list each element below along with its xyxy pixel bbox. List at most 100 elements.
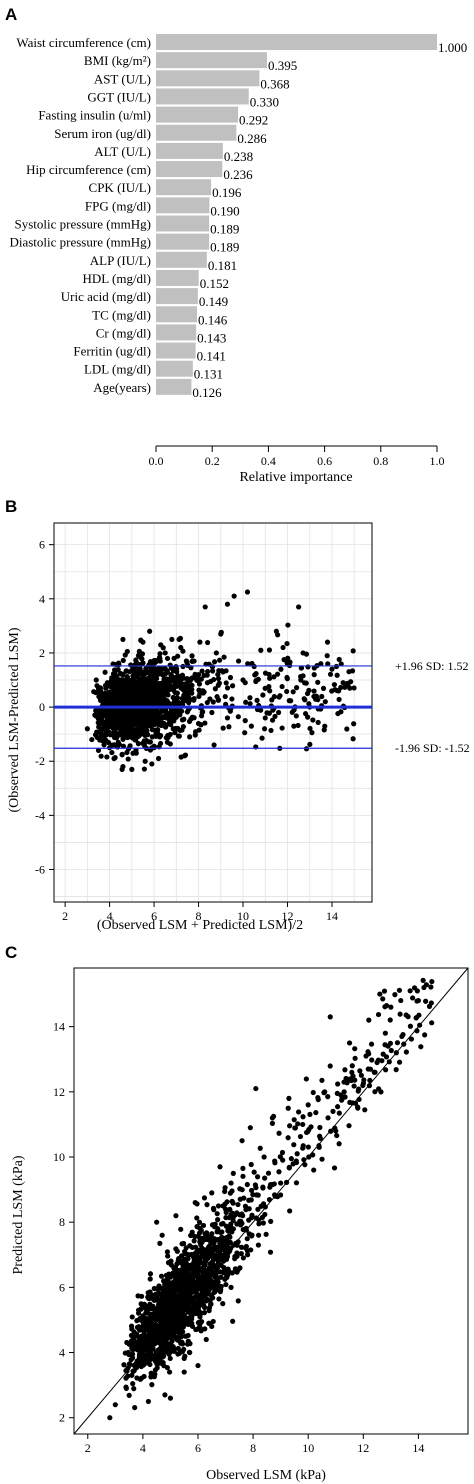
importance-category-label: Diastolic pressure (mmHg) xyxy=(9,235,151,250)
bland-altman-point xyxy=(210,699,216,705)
bland-altman-point xyxy=(120,764,126,770)
bland-altman-point xyxy=(135,653,142,659)
bland-altman-point xyxy=(184,680,191,686)
observed-vs-predicted-point xyxy=(178,1334,185,1340)
bland-altman-point xyxy=(169,636,175,643)
predicted-y-tick-label: 10 xyxy=(53,1150,65,1164)
observed-vs-predicted-point xyxy=(244,1181,250,1188)
observed-vs-predicted-point xyxy=(220,1301,226,1307)
bland-altman-point xyxy=(152,697,158,703)
observed-vs-predicted-point xyxy=(405,1014,411,1020)
observed-vs-predicted-point xyxy=(248,1187,255,1194)
bland-altman-point xyxy=(211,659,218,665)
identity-line xyxy=(73,967,469,1435)
bland-altman-x-tick-label: 12 xyxy=(281,909,293,923)
importance-bar xyxy=(156,342,196,359)
observed-vs-predicted-point xyxy=(171,1289,178,1296)
observed-vs-predicted-point xyxy=(185,1332,191,1339)
observed-vs-predicted-point xyxy=(163,1272,170,1278)
observed-vs-predicted-point xyxy=(167,1280,173,1286)
observed-vs-predicted-point xyxy=(168,1262,174,1268)
bland-altman-point xyxy=(139,726,145,732)
observed-x-tick-label: 14 xyxy=(412,1441,424,1455)
observed-vs-predicted-point xyxy=(140,1362,147,1368)
bland-altman-point xyxy=(118,726,124,732)
bland-altman-point xyxy=(89,736,95,743)
predicted-y-tick-label: 4 xyxy=(59,1346,65,1360)
bland-altman-point xyxy=(144,723,150,729)
observed-vs-predicted-point xyxy=(385,1043,391,1049)
bland-altman-point xyxy=(242,718,248,724)
observed-vs-predicted-point xyxy=(333,1128,339,1134)
importance-value-label: 0.149 xyxy=(199,294,228,309)
observed-vs-predicted-point xyxy=(173,1246,179,1252)
importance-bars: Waist circumference (cm) 1.000 BMI (kg/m²)… xyxy=(9,34,467,400)
bland-altman-point xyxy=(336,696,342,703)
importance-bar xyxy=(156,269,199,286)
bland-altman-point xyxy=(273,628,279,634)
observed-vs-predicted-point xyxy=(228,1180,234,1186)
observed-vs-predicted-point xyxy=(349,1063,355,1069)
observed-vs-predicted-point xyxy=(175,1268,181,1274)
bland-altman-point xyxy=(207,696,213,702)
observed-vs-predicted-point xyxy=(180,1324,187,1330)
observed-vs-predicted-point xyxy=(423,998,429,1004)
observed-vs-predicted-point xyxy=(330,1108,336,1114)
importance-category-label: Ferritin (ug/dl) xyxy=(73,344,151,359)
observed-vs-predicted-point xyxy=(246,1217,252,1223)
observed-vs-predicted-point xyxy=(181,1299,187,1305)
observed-vs-predicted-point xyxy=(300,1121,306,1128)
observed-vs-predicted-point xyxy=(131,1386,137,1392)
bland-altman-point xyxy=(300,673,306,679)
bland-altman-point xyxy=(221,654,227,660)
observed-vs-predicted-point xyxy=(200,1247,206,1253)
importance-value-label: 0.131 xyxy=(194,367,223,382)
observed-vs-predicted-point xyxy=(392,992,398,998)
observed-vs-predicted-point xyxy=(149,1382,155,1388)
bland-altman-point xyxy=(276,694,282,700)
importance-value-label: 0.189 xyxy=(210,240,239,255)
observed-vs-predicted-point xyxy=(286,1164,292,1170)
importance-category-label: Waist circumference (cm) xyxy=(16,35,151,50)
bland-altman-point xyxy=(284,688,290,695)
bland-altman-y-tick-label: 4 xyxy=(39,592,45,606)
importance-bar xyxy=(156,251,207,268)
observed-vs-predicted-point xyxy=(177,1317,183,1323)
observed-vs-predicted-point xyxy=(205,1268,211,1274)
bland-altman-point xyxy=(176,733,182,739)
observed-vs-predicted-point xyxy=(199,1288,205,1295)
observed-vs-predicted-point xyxy=(215,1203,222,1209)
bland-altman-x-tick-label: 10 xyxy=(237,909,249,923)
observed-vs-predicted-point xyxy=(280,1157,286,1163)
bland-altman-point xyxy=(103,685,109,691)
bland-altman-point xyxy=(107,695,113,701)
observed-vs-predicted-point xyxy=(235,1201,241,1208)
observed-vs-predicted-point xyxy=(413,1015,419,1021)
bland-altman-point xyxy=(157,682,163,688)
observed-vs-predicted-point xyxy=(158,1285,165,1291)
observed-vs-predicted-point xyxy=(178,1226,184,1232)
observed-vs-predicted-point xyxy=(311,1167,317,1173)
bland-altman-point xyxy=(227,674,234,681)
observed-vs-predicted-point xyxy=(201,1310,208,1316)
observed-vs-predicted-point xyxy=(270,1181,276,1188)
bland-altman-point xyxy=(311,672,317,678)
observed-vs-predicted-point xyxy=(197,1302,203,1308)
bland-altman-point xyxy=(183,658,190,664)
observed-vs-predicted-point xyxy=(235,1298,241,1304)
bland-altman-point xyxy=(300,650,306,656)
bland-altman-point xyxy=(223,680,229,686)
bland-altman-point xyxy=(224,715,231,721)
bland-altman-point xyxy=(271,694,277,700)
bland-altman-y-tick-label: -6 xyxy=(35,863,45,877)
bland-altman-point xyxy=(329,688,335,694)
bland-altman-plot-area: 2 4 6 8 10 12 14 -6 -4 -2 0 2 4 6 +1.96 SD: 1.52 -1.96 … xyxy=(35,522,470,923)
bland-altman-point xyxy=(253,678,259,685)
bland-altman-point xyxy=(120,657,126,664)
observed-vs-predicted-point xyxy=(222,1244,228,1250)
observed-vs-predicted-point xyxy=(198,1275,204,1281)
observed-vs-predicted-point xyxy=(154,1324,160,1330)
importance-bar xyxy=(156,106,239,123)
bland-altman-points xyxy=(84,589,357,772)
bland-altman-point xyxy=(229,683,236,689)
